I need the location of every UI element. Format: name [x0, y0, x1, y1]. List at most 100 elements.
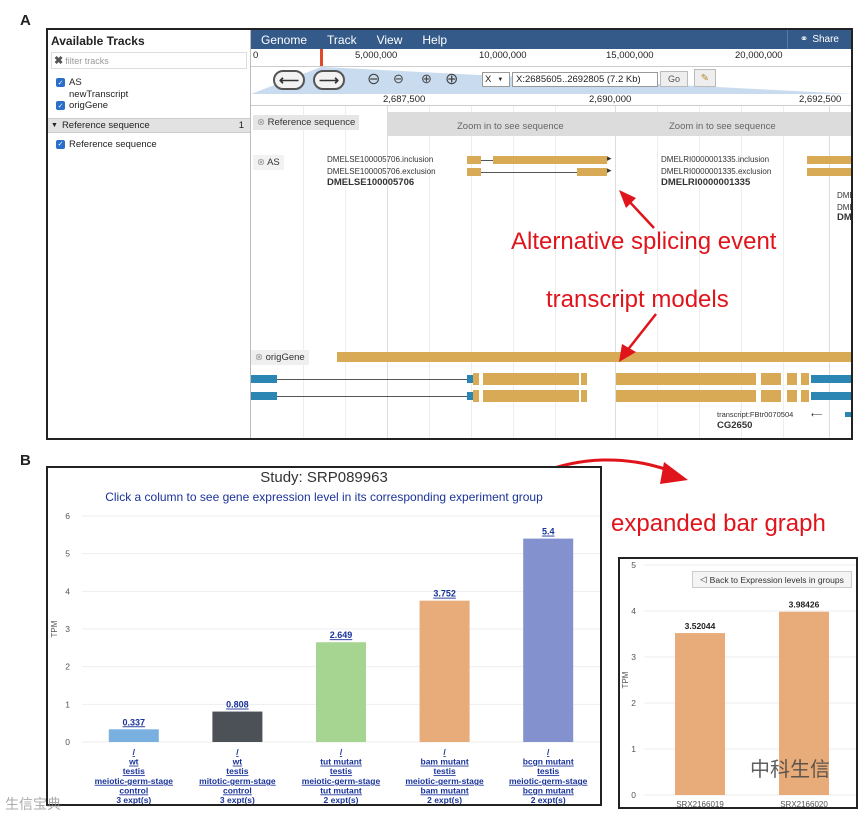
category-label[interactable]: 2 expt(s) [531, 795, 566, 805]
exon-block[interactable] [473, 373, 479, 385]
category-label[interactable]: meiotic-germ-stage [405, 776, 484, 786]
pan-left-button[interactable]: ⟵ [273, 70, 305, 90]
exon-block[interactable] [473, 390, 479, 402]
track-label-as[interactable]: ⊗ AS [253, 155, 284, 170]
category-label[interactable]: meiotic-germ-stage [95, 776, 174, 786]
category-label[interactable]: 3 expt(s) [116, 795, 151, 805]
value-label[interactable]: 0.808 [226, 700, 249, 710]
exon-block[interactable] [467, 156, 481, 164]
category-label[interactable]: mitotic-germ-stage [199, 776, 276, 786]
bar[interactable] [779, 611, 829, 795]
category-label[interactable]: meiotic-germ-stage [509, 776, 588, 786]
category-label[interactable]: bcgn mutant [523, 757, 574, 767]
category-label[interactable]: bam mutant [421, 785, 469, 795]
category-label[interactable]: meiotic-germ-stage [302, 776, 381, 786]
collapse-triangle-icon[interactable]: ▼ [51, 121, 58, 129]
checkbox-checked-icon[interactable]: ✓ [56, 139, 65, 149]
exon-block[interactable] [616, 373, 756, 385]
filter-tracks-input[interactable]: ✖ filter tracks [51, 52, 247, 69]
bar[interactable] [523, 538, 574, 742]
utr-block[interactable] [811, 392, 851, 400]
category-label[interactable]: 2 expt(s) [427, 795, 462, 805]
utr-block[interactable] [811, 375, 851, 383]
category-label[interactable]: testis [226, 766, 248, 776]
track-item-newtranscript[interactable]: newTranscript [48, 89, 250, 101]
category-label[interactable]: / [443, 747, 446, 757]
bar[interactable] [675, 633, 725, 795]
category-label[interactable]: bcgn mutant [523, 785, 574, 795]
category-label[interactable]: bam mutant [421, 757, 469, 767]
bar[interactable] [108, 729, 159, 742]
exon-block[interactable] [483, 373, 579, 385]
track-label-reference[interactable]: ⊗ Reference sequence [253, 115, 360, 130]
exon-block[interactable] [577, 168, 607, 176]
exon-block[interactable] [807, 168, 851, 176]
exon-block[interactable] [787, 390, 797, 402]
exon-block[interactable] [761, 373, 781, 385]
category-label[interactable]: control [119, 785, 148, 795]
category-label[interactable]: / [236, 747, 239, 757]
ref-sequence-category[interactable]: ▼ Reference sequence 1 [48, 117, 250, 133]
pan-right-button[interactable]: ⟶ [313, 70, 345, 90]
exon-block[interactable] [467, 168, 481, 176]
menu-help[interactable]: Help [422, 32, 448, 47]
track-area[interactable]: ⊗ Reference sequence Zoom in to see sequ… [251, 106, 851, 438]
share-button[interactable]: ⚭ Share [786, 30, 851, 49]
highlight-button[interactable]: ✎ [694, 69, 716, 87]
track-item-as[interactable]: ✓ AS [48, 77, 250, 89]
exon-block[interactable] [801, 390, 809, 402]
gene-span-bar[interactable] [337, 352, 851, 362]
category-label[interactable]: wt [128, 757, 139, 767]
category-label[interactable]: testis [330, 766, 352, 776]
clear-filter-icon[interactable]: ✖ [54, 55, 64, 67]
category-label[interactable]: tut mutant [320, 757, 362, 767]
overview-position-marker[interactable] [320, 49, 323, 66]
bar[interactable] [316, 642, 366, 742]
category-label[interactable]: / [340, 747, 343, 757]
utr-block[interactable] [845, 412, 851, 417]
utr-block[interactable] [251, 375, 277, 383]
go-button[interactable]: Go [660, 71, 688, 87]
value-label[interactable]: 5.4 [542, 527, 555, 537]
bar[interactable] [212, 711, 263, 742]
category-label[interactable]: 2 expt(s) [324, 795, 359, 805]
zoom-in-large-icon[interactable]: ⊕ [445, 71, 459, 88]
bar[interactable] [419, 600, 470, 742]
category-label[interactable]: tut mutant [320, 785, 362, 795]
close-track-icon[interactable]: ⊗ [257, 117, 265, 128]
category-label[interactable]: testis [433, 766, 455, 776]
utr-block[interactable] [251, 392, 277, 400]
checkbox-checked-icon[interactable]: ✓ [56, 101, 65, 111]
exon-block[interactable] [801, 373, 809, 385]
exon-block[interactable] [581, 373, 587, 385]
chromosome-select[interactable]: X ▼ [482, 72, 510, 87]
overview-ruler[interactable]: 0 5,000,000 10,000,000 15,000,000 20,000… [251, 49, 851, 67]
exon-block[interactable] [616, 390, 756, 402]
category-label[interactable]: / [547, 747, 550, 757]
exon-block[interactable] [493, 156, 575, 164]
zoom-out-large-icon[interactable]: ⊖ [367, 71, 381, 88]
category-label[interactable]: 3 expt(s) [220, 795, 255, 805]
checkbox-checked-icon[interactable]: ✓ [56, 78, 65, 88]
location-input[interactable]: X:2685605..2692805 (7.2 Kb) [512, 72, 658, 87]
exon-block[interactable] [787, 373, 797, 385]
exon-block[interactable] [483, 390, 579, 402]
category-label[interactable]: control [223, 785, 252, 795]
back-button[interactable]: ◁ Back to Expression levels in groups [692, 571, 852, 588]
category-label[interactable]: / [133, 747, 136, 757]
exon-block[interactable] [807, 156, 851, 164]
zoom-out-icon[interactable]: ⊖ [393, 71, 404, 86]
utr-block[interactable] [467, 375, 473, 383]
exon-block[interactable] [761, 390, 781, 402]
zoom-in-icon[interactable]: ⊕ [421, 71, 432, 86]
menu-genome[interactable]: Genome [261, 32, 308, 47]
menu-track[interactable]: Track [327, 32, 357, 47]
track-item-reference-sequence[interactable]: ✓ Reference sequence [48, 139, 250, 151]
utr-block[interactable] [467, 392, 473, 400]
category-label[interactable]: testis [537, 766, 559, 776]
exon-block[interactable] [581, 390, 587, 402]
category-label[interactable]: testis [123, 766, 145, 776]
value-label[interactable]: 3.752 [433, 589, 456, 599]
close-track-icon[interactable]: ⊗ [255, 352, 263, 363]
exon-block[interactable] [575, 156, 607, 164]
